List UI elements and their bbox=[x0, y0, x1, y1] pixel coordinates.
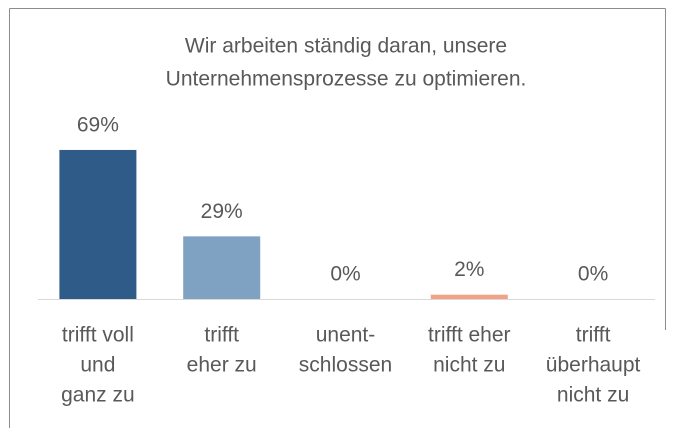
bar bbox=[430, 294, 508, 299]
x-tick-label: nicht zu bbox=[557, 384, 629, 407]
x-tick-label: trifft bbox=[576, 324, 611, 347]
data-label: 0% bbox=[330, 263, 360, 286]
x-tick-label: überhaupt bbox=[546, 354, 641, 377]
chart-title: Wir arbeiten ständig daran, unsere bbox=[185, 35, 507, 58]
data-label: 2% bbox=[454, 258, 484, 281]
x-tick-label: ganz zu bbox=[61, 384, 135, 407]
x-tick-label: eher zu bbox=[187, 354, 257, 377]
x-tick-label: schlossen bbox=[299, 354, 392, 377]
x-tick-label: und bbox=[80, 354, 115, 377]
x-tick-label: nicht zu bbox=[433, 354, 505, 377]
bar bbox=[59, 149, 137, 299]
data-label: 69% bbox=[77, 114, 119, 137]
bar bbox=[183, 236, 261, 299]
x-tick-label: trifft bbox=[204, 324, 239, 347]
data-label: 0% bbox=[578, 263, 608, 286]
x-tick-label: unent- bbox=[316, 324, 376, 347]
chart-title: Unternehmensprozesse zu optimieren. bbox=[166, 68, 527, 91]
x-tick-label: trifft voll bbox=[62, 324, 134, 347]
x-tick-label: trifft eher bbox=[428, 324, 510, 347]
data-label: 29% bbox=[201, 200, 243, 223]
